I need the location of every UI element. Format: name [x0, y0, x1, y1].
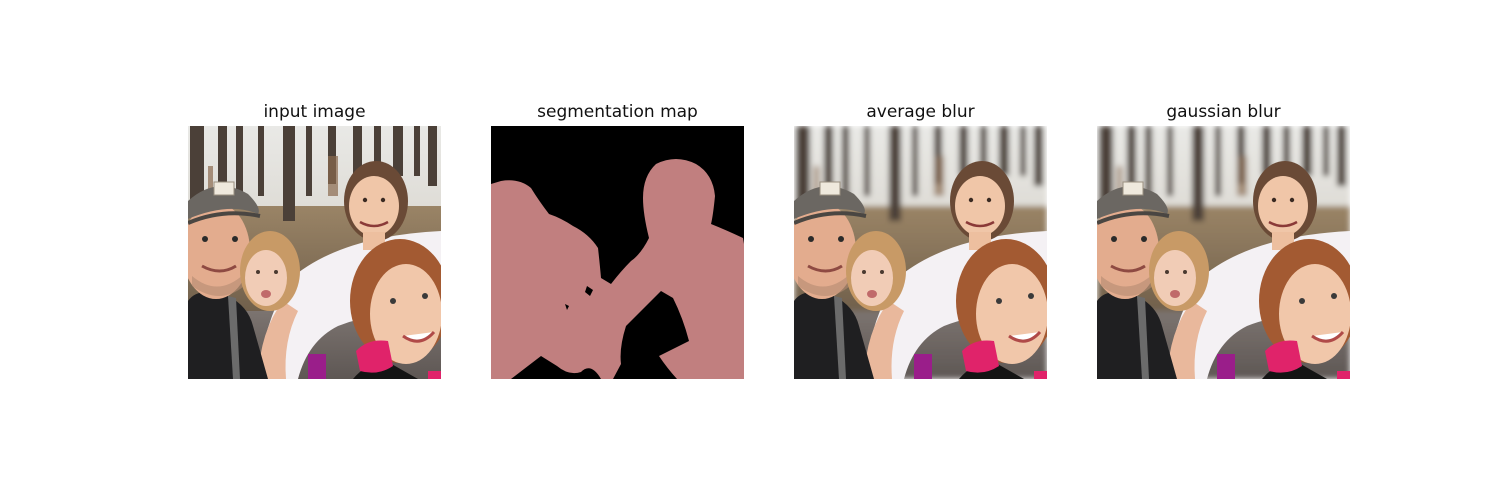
panel-title: gaussian blur: [1166, 102, 1281, 122]
input-image: [188, 126, 441, 379]
average-blur-image: [794, 126, 1047, 379]
gaussian-blur-image: [1097, 126, 1350, 379]
panel-title: input image: [263, 102, 366, 122]
panel-title: segmentation map: [537, 102, 698, 122]
segmentation-map-image: [491, 126, 744, 379]
panel-title: average blur: [866, 102, 975, 122]
